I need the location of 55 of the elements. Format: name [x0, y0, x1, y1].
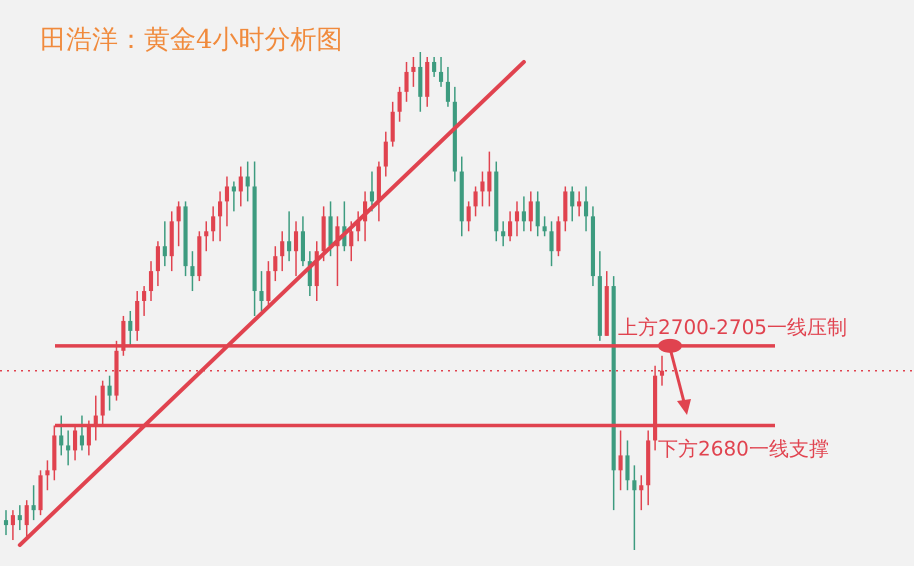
candlestick [404, 61, 409, 103]
candlestick [218, 190, 222, 242]
candlestick [190, 250, 195, 292]
candlestick [618, 430, 623, 491]
candlestick [18, 504, 22, 531]
candlestick [142, 285, 146, 317]
candlestick [45, 460, 50, 491]
candlestick [577, 190, 582, 218]
candlestick [542, 216, 547, 238]
candlestick [432, 56, 436, 78]
candlestick [398, 86, 402, 122]
candlestick [32, 484, 36, 521]
candlestick [480, 170, 485, 208]
legend-label: 下方2680一线支撑 [658, 436, 829, 460]
candlestick [508, 210, 512, 242]
candlestick [632, 464, 636, 551]
candlestick [108, 374, 112, 412]
candlestick [487, 150, 492, 208]
candlestick [162, 220, 167, 267]
candlestick [148, 260, 154, 302]
ref-line-label: 上方2700-2705一线压制 [618, 314, 848, 339]
candlestick [238, 166, 243, 208]
candlestick [349, 220, 354, 262]
candlestick [528, 190, 533, 232]
candlestick [639, 474, 644, 511]
candlestick [280, 230, 284, 272]
candlestick [176, 200, 181, 247]
candlestick [466, 200, 471, 232]
candlestick [246, 160, 250, 202]
candlestick [411, 56, 416, 88]
candlestick [224, 176, 230, 228]
chart-title: 田浩洋：黄金4小时分析图 [40, 25, 343, 55]
candlestick [204, 220, 208, 252]
candlestick [66, 430, 70, 466]
candlestick [273, 245, 278, 282]
candlestick [473, 186, 478, 218]
candlestick [232, 180, 236, 212]
candlestick [80, 414, 84, 452]
candlestick [501, 220, 506, 247]
candlestick [259, 270, 264, 312]
candlestick [570, 186, 574, 222]
candlestick [10, 509, 15, 541]
candlestick [287, 210, 292, 262]
candlestick [522, 196, 526, 232]
candlestick [549, 220, 554, 267]
candlestick [584, 186, 588, 232]
candlestick [128, 310, 132, 347]
candlestick [211, 206, 216, 242]
candlestick [4, 509, 8, 536]
candlestick [294, 220, 298, 277]
candlestick [438, 56, 444, 88]
candlestick [446, 66, 450, 108]
candlestick [514, 200, 520, 238]
candlestick [59, 414, 64, 456]
candlestick [370, 170, 374, 212]
